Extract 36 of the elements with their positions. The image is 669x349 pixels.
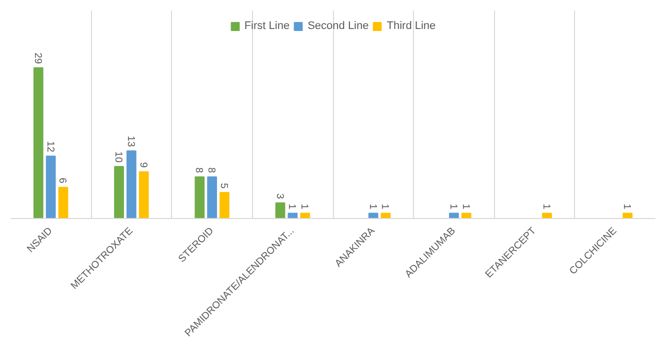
data-label: 1 xyxy=(298,204,310,210)
bar xyxy=(220,192,230,218)
bar xyxy=(114,166,124,218)
data-label: 6 xyxy=(56,178,68,184)
data-label: 29 xyxy=(32,52,43,64)
data-label: 1 xyxy=(621,204,632,210)
bar xyxy=(207,176,217,218)
bar xyxy=(542,212,552,218)
bar xyxy=(194,176,205,218)
data-label: 10 xyxy=(112,151,124,163)
bar xyxy=(300,212,310,218)
data-label: 12 xyxy=(44,141,56,153)
data-label: 9 xyxy=(137,162,148,168)
bar xyxy=(449,212,459,218)
data-label: 8 xyxy=(193,167,204,174)
bar xyxy=(138,171,149,218)
data-label: 1 xyxy=(366,204,378,210)
data-label: 13 xyxy=(124,136,136,148)
data-label: 8 xyxy=(206,167,217,174)
bar xyxy=(622,212,633,218)
bar xyxy=(33,67,44,218)
bar xyxy=(126,150,136,218)
legend-label: Second Line xyxy=(308,20,369,32)
data-label: 1 xyxy=(460,204,471,210)
bar xyxy=(58,186,68,218)
data-label: 3 xyxy=(274,193,285,200)
data-label: 5 xyxy=(218,182,229,189)
data-label: 1 xyxy=(379,204,390,210)
bar xyxy=(275,202,286,218)
legend-label: First Line xyxy=(244,20,290,32)
data-label: 1 xyxy=(447,204,458,210)
legend-label: Third Line xyxy=(386,20,436,32)
bar xyxy=(46,156,56,218)
data-label: 1 xyxy=(540,204,552,210)
bar xyxy=(461,212,472,218)
data-label: 1 xyxy=(286,204,298,210)
